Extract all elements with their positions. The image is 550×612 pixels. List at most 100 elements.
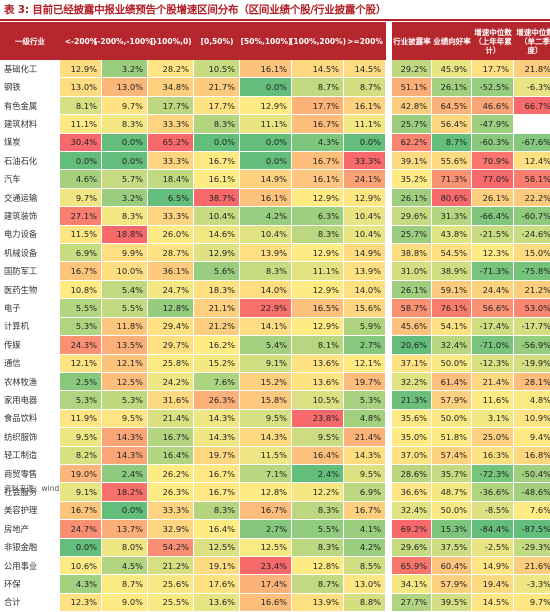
table-figure: 表 3: 目前已经披露中报业绩预告个股增速区间分布（区间业绩个股/行业披露个股）…: [0, 4, 550, 612]
header-col-4: [0,50%): [200, 36, 234, 46]
row-industry-name: 公用事业: [0, 556, 60, 575]
table-cell: 19.7%: [194, 446, 240, 464]
column-gap: [386, 446, 392, 464]
row-industry-name: 计算机: [0, 317, 60, 336]
table-row: 公用事业 10.6% 4.5% 21.2% 19.1% 23.4% 12.8% 8.5% 65.…: [0, 556, 550, 576]
table-cell: 10.8%: [60, 280, 102, 299]
table-cell: -71.3%: [472, 262, 514, 280]
column-gap: [386, 464, 392, 483]
table-row: 汽车 4.6% 5.7% 18.4% 16.1% 14.9% 16.1% 24.1% 35.2%…: [0, 170, 550, 189]
table-cell: 8.5%: [344, 556, 386, 575]
table-cell: 4.2%: [344, 538, 386, 556]
table-cell: 58.7%: [392, 299, 432, 317]
table-cell: 12.5%: [102, 372, 148, 391]
table-cell: 5.3%: [60, 391, 102, 409]
table-cell: 21.4%: [344, 428, 386, 446]
table-cell: 32.9%: [148, 520, 194, 538]
table-row: 房地产 24.7% 13.7% 32.9% 16.4% 2.7% 5.5% 4.1% 69.2%…: [0, 520, 550, 539]
table-cell: 71.3%: [432, 170, 472, 188]
table-row: 石油石化 0.0% 0.0% 33.3% 16.7% 0.0% 16.7% 33.3% 39.1…: [0, 152, 550, 171]
column-gap: [386, 152, 392, 170]
table-cell: 12.1%: [102, 354, 148, 372]
table-cell: 11.5%: [240, 446, 292, 464]
table-cell: 12.9%: [292, 280, 344, 299]
table-cell: 17.7%: [148, 96, 194, 115]
table-cell: 16.7%: [292, 152, 344, 170]
table-cell: 21.3%: [392, 391, 432, 409]
table-cell: 33.3%: [148, 501, 194, 520]
table-cell: 8.8%: [344, 593, 386, 612]
table-cell: 39.1%: [392, 152, 432, 170]
table-cell: 13.9%: [344, 262, 386, 280]
table-cell: 4.2%: [240, 207, 292, 225]
table-cell: 5.5%: [60, 299, 102, 317]
table-cell: 64.5%: [432, 96, 472, 115]
table-cell: 12.9%: [292, 244, 344, 262]
table-row: 家用电器 5.3% 5.3% 31.6% 26.3% 15.8% 10.5% 5.3% 21.3…: [0, 391, 550, 410]
table-cell: -71.0%: [472, 336, 514, 354]
table-cell: 59.1%: [432, 280, 472, 299]
table-row: 有色金属 8.1% 9.7% 17.7% 17.7% 12.9% 17.7% 16.1% 42.…: [0, 96, 550, 116]
table-cell: 11.9%: [60, 409, 102, 428]
table-cell: [514, 115, 550, 133]
table-cell: 11.1%: [344, 115, 386, 133]
table-cell: 18.2%: [102, 483, 148, 501]
table-cell: 32.2%: [392, 372, 432, 391]
table-cell: -66.4%: [472, 207, 514, 225]
table-cell: 57.4%: [432, 446, 472, 464]
table-cell: 54.2%: [148, 538, 194, 556]
table-cell: 7.6%: [514, 501, 550, 520]
table-cell: 6.9%: [344, 483, 386, 501]
table-cell: 21.2%: [514, 280, 550, 299]
header-col-1: <-200%: [64, 36, 98, 46]
column-gap: [386, 409, 392, 428]
table-cell: 11.1%: [60, 115, 102, 133]
table-cell: 31.6%: [148, 391, 194, 409]
table-cell: 8.1%: [60, 96, 102, 115]
table-cell: 5.4%: [102, 280, 148, 299]
table-cell: 14.6%: [194, 225, 240, 244]
table-cell: 57.9%: [432, 391, 472, 409]
table-cell: 56.4%: [432, 115, 472, 133]
table-cell: 0.0%: [194, 133, 240, 152]
table-cell: 17.7%: [472, 60, 514, 78]
table-body: 基础化工 12.9% 3.2% 28.2% 10.5% 16.1% 14.5% 14.5% 29…: [0, 60, 550, 612]
table-cell: 11.1%: [292, 262, 344, 280]
table-cell: -60.3%: [472, 133, 514, 152]
table-row: 非银金融 0.0% 8.0% 54.2% 12.5% 12.5% 8.3% 4.2% 29.6%…: [0, 538, 550, 557]
table-row: 建筑装饰 27.1% 8.3% 33.3% 10.4% 4.2% 6.3% 10.4% 29.6…: [0, 207, 550, 226]
table-cell: 14.9%: [240, 170, 292, 188]
table-cell: 5.3%: [102, 391, 148, 409]
table-cell: 35.6%: [392, 409, 432, 428]
column-gap: [386, 372, 392, 391]
table-cell: 16.4%: [148, 446, 194, 464]
table-cell: 14.3%: [102, 428, 148, 446]
table-cell: -36.6%: [472, 483, 514, 501]
row-industry-name: 家用电器: [0, 391, 60, 409]
table-cell: 17.4%: [240, 575, 292, 593]
table-cell: 24.4%: [472, 280, 514, 299]
table-cell: 12.3%: [472, 244, 514, 262]
table-cell: 16.8%: [514, 446, 550, 464]
table-cell: 37.1%: [392, 354, 432, 372]
table-cell: 12.3%: [60, 593, 102, 612]
table-cell: 8.3%: [292, 538, 344, 556]
table-cell: 12.9%: [292, 188, 344, 207]
row-industry-name: 商贸零售: [0, 464, 60, 483]
column-gap: [386, 336, 392, 354]
table-cell: 16.1%: [344, 96, 386, 115]
table-cell: 21.4%: [472, 372, 514, 391]
row-industry-name: 建筑装饰: [0, 207, 60, 225]
table-cell: 29.6%: [392, 207, 432, 225]
table-cell: 26.1%: [432, 78, 472, 96]
table-cell: 26.2%: [148, 464, 194, 483]
table-cell: 76.1%: [432, 299, 472, 317]
column-gap: [386, 60, 392, 78]
table-cell: 38.8%: [392, 244, 432, 262]
table-cell: 0.0%: [240, 133, 292, 152]
table-cell: 12.5%: [194, 538, 240, 556]
table-cell: 16.7%: [60, 262, 102, 280]
table-cell: 5.9%: [344, 317, 386, 336]
table-row: 轻工制造 8.2% 14.3% 16.4% 19.7% 11.5% 16.4% 14.3% 37…: [0, 446, 550, 465]
column-gap: [386, 78, 392, 96]
